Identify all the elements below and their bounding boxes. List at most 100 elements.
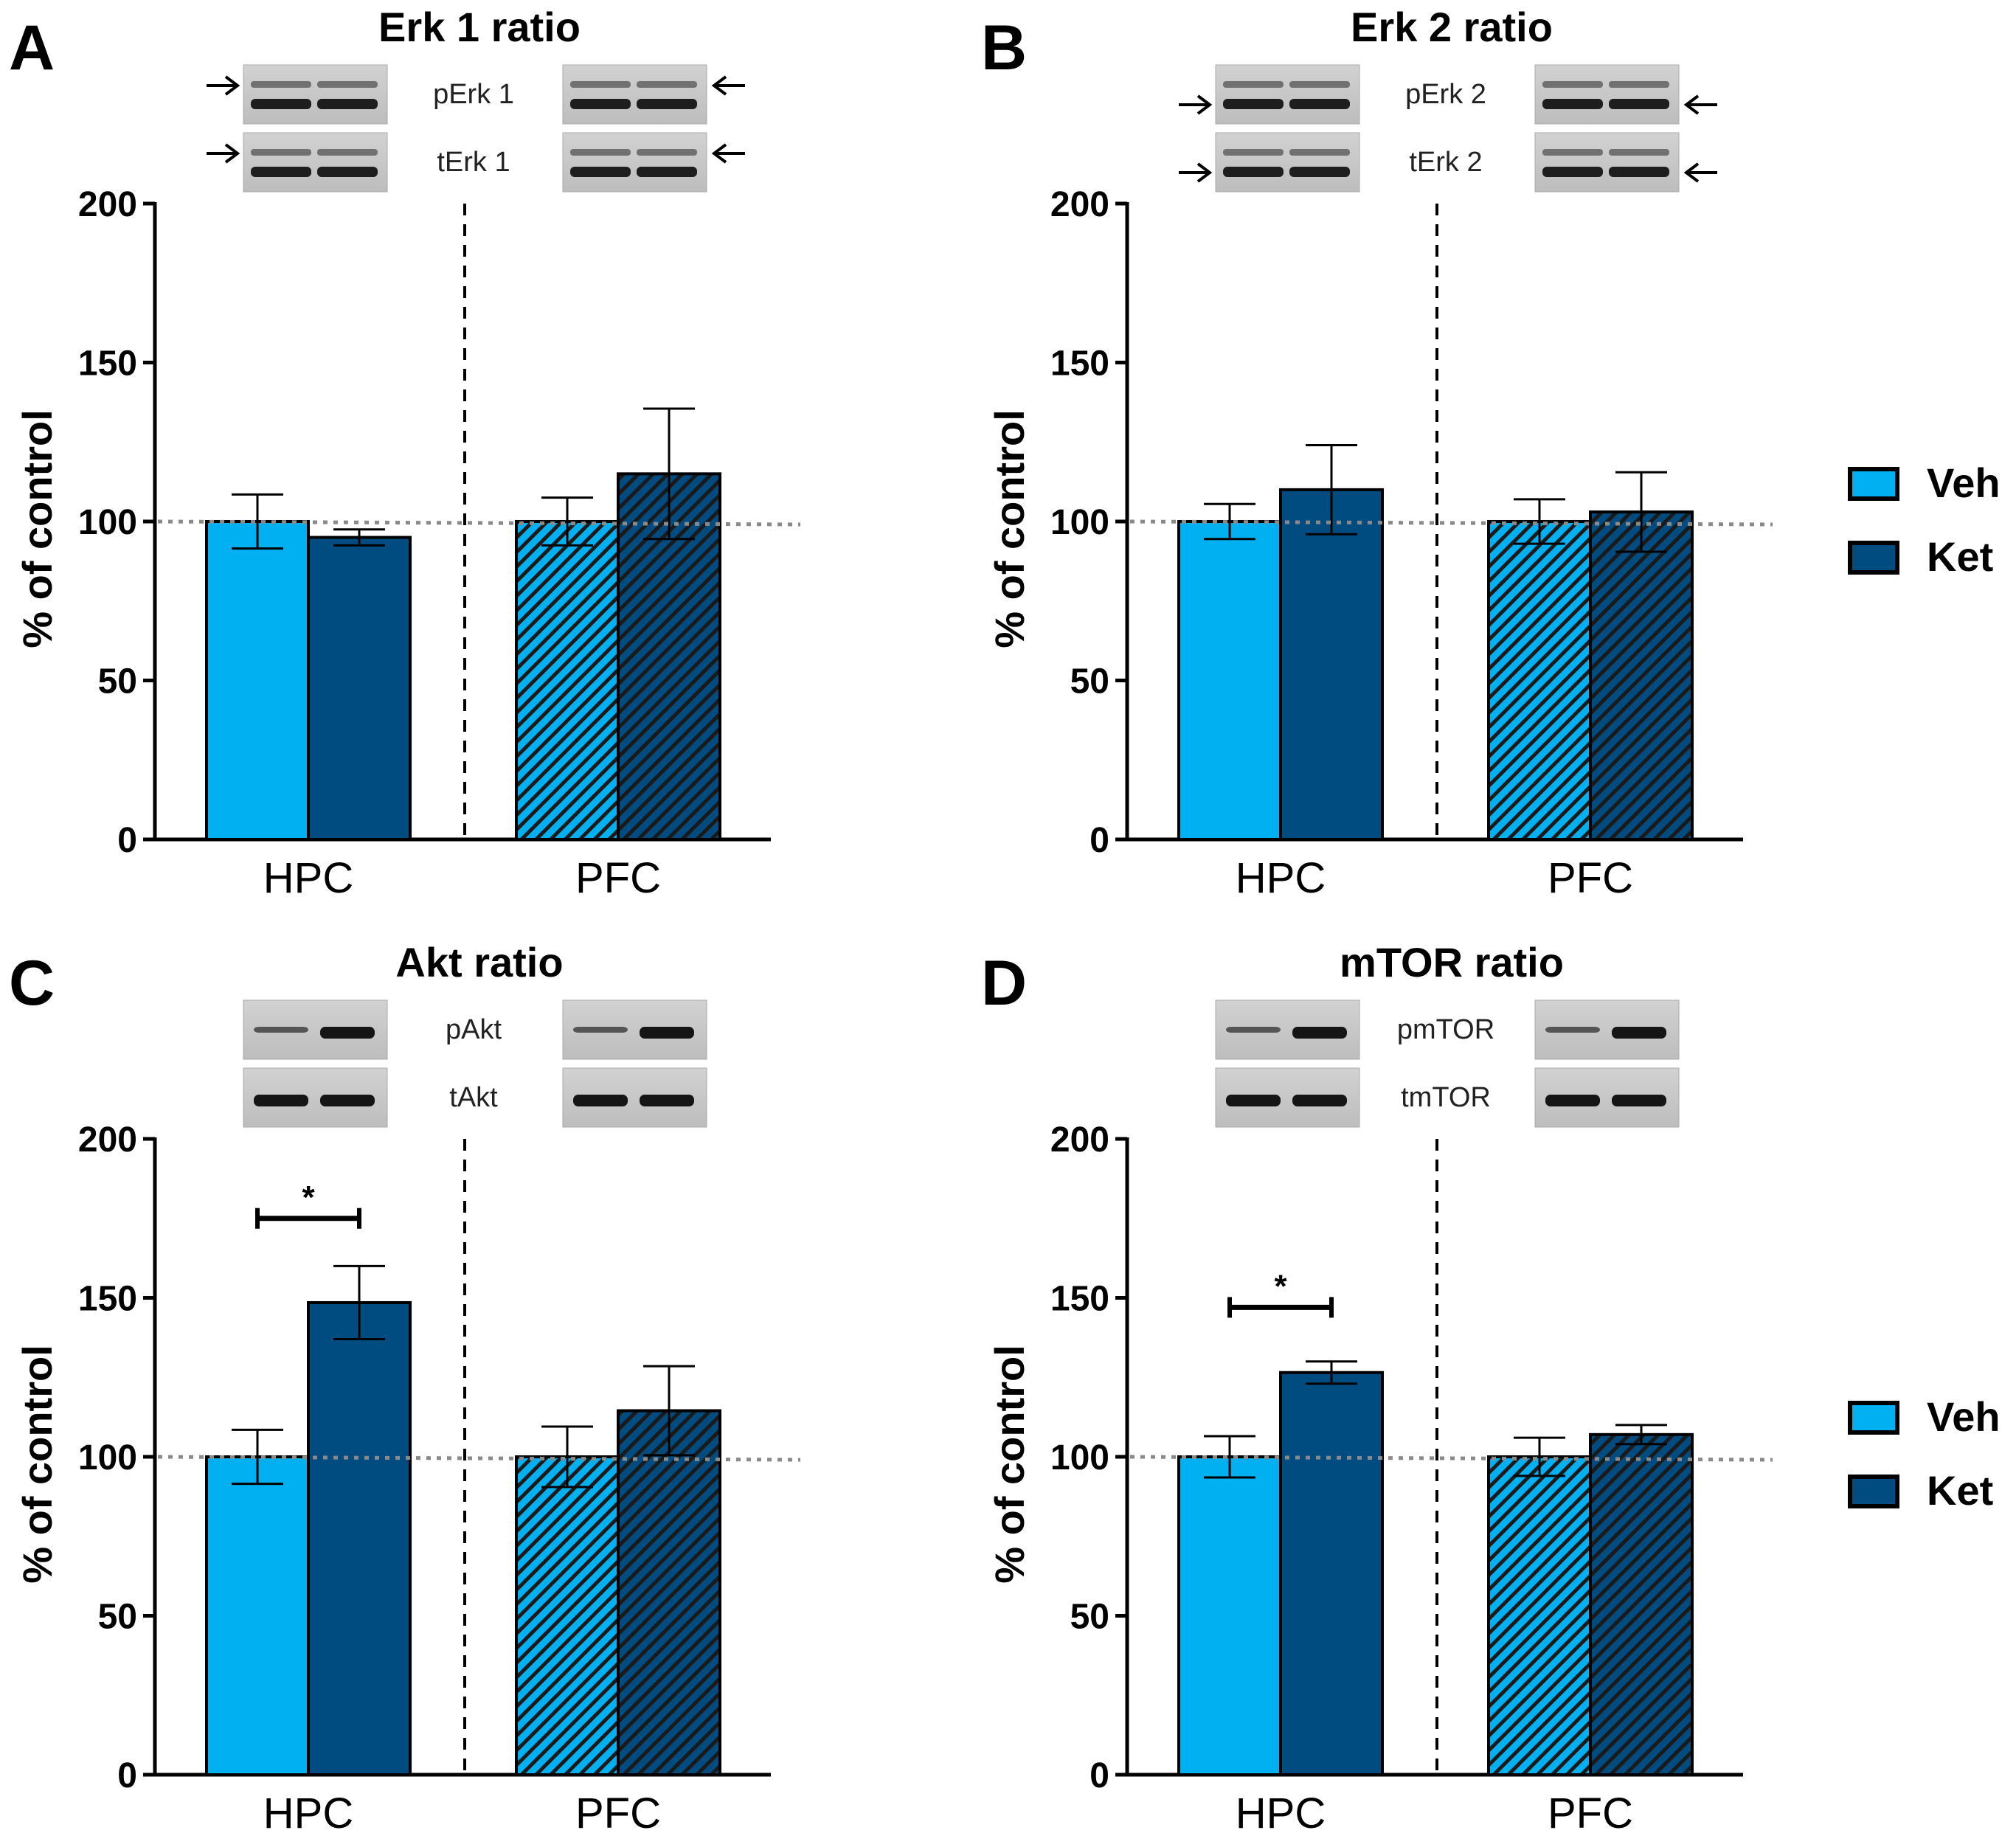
legend-label-ket: Ket: [1927, 533, 1993, 580]
panel-title: Erk 2 ratio: [1351, 4, 1553, 50]
panel-title: mTOR ratio: [1340, 939, 1564, 985]
blot-band-upper: [1289, 149, 1350, 156]
x-tick-label: PFC: [1548, 854, 1633, 902]
y-tick-label: 50: [1070, 662, 1109, 701]
bar-ket-hpc: [1279, 488, 1384, 842]
panel-b: B Erk 2 ratio pErk 2 tErk 2 0 50 100 150 200 % of…: [981, 4, 1773, 902]
legend-bottom: Veh Ket: [1848, 1393, 2001, 1514]
blot-band: [1226, 1027, 1281, 1033]
blot-strip: [562, 132, 707, 193]
blot-band-lower: [1609, 167, 1669, 177]
y-tick-label: 150: [1050, 344, 1109, 384]
reference-line: [1129, 1455, 1773, 1462]
blot-label: pErk 2: [1405, 79, 1486, 110]
y-tick-label: 50: [1070, 1598, 1109, 1637]
blot-strip: [243, 132, 388, 193]
blot-band-upper: [1609, 81, 1669, 88]
blot-band-lower: [317, 99, 378, 109]
panel-c: C Akt ratio pAkt tAkt 0 50 100 150 200 % of contr…: [9, 939, 801, 1833]
y-tick-label: 50: [98, 1598, 137, 1637]
blot-band-upper: [1542, 81, 1603, 88]
y-tick-label: 200: [1050, 185, 1109, 224]
arrow-right-icon: [1196, 94, 1213, 115]
bar-veh-hpc: [1177, 1455, 1282, 1776]
bar-veh-pfc: [1487, 1455, 1592, 1776]
blot-band-lower: [1223, 167, 1284, 177]
blot-band-lower: [251, 167, 311, 177]
blot-band: [573, 1027, 628, 1033]
bar-veh-pfc: [515, 1455, 620, 1776]
y-axis: 0 50 100 150 200 % of control: [986, 1120, 1129, 1795]
blot-strip: [562, 64, 707, 125]
blot-band-upper: [251, 149, 311, 156]
y-tick-label: 100: [78, 503, 137, 542]
legend-swatch-ket: [1848, 1475, 1899, 1508]
bars: [205, 1264, 721, 1776]
y-tick-label: 200: [78, 185, 137, 224]
blot-label: pAkt: [446, 1014, 502, 1045]
blot-band-lower: [637, 99, 697, 109]
blot-band: [640, 1095, 694, 1106]
blot-band: [320, 1027, 375, 1039]
blot-band-lower: [1542, 167, 1603, 177]
panel-letter: B: [981, 13, 1027, 83]
blot-strip: [1215, 132, 1360, 193]
y-axis-label: % of control: [986, 1345, 1033, 1584]
error-bar: [643, 1365, 695, 1457]
blot-band-lower: [1542, 99, 1603, 109]
blot-band: [320, 1095, 375, 1106]
error-bar: [541, 1425, 593, 1489]
blot-band-lower: [570, 99, 631, 109]
y-tick-label: 200: [78, 1120, 137, 1160]
y-tick-label: 0: [117, 821, 137, 860]
blot-images: pErk 2 tErk 2: [1179, 64, 1717, 193]
error-bar: [541, 496, 593, 547]
error-bar: [232, 493, 283, 550]
blot-band-lower: [251, 99, 311, 109]
error-bar: [1615, 471, 1667, 553]
blot-band-lower: [1289, 99, 1350, 109]
y-tick-label: 200: [1050, 1120, 1109, 1160]
arrow-right-icon: [224, 75, 240, 96]
error-bar: [1514, 1436, 1565, 1477]
panel-letter: A: [9, 13, 55, 83]
panel-letter: D: [981, 948, 1027, 1019]
error-bar: [643, 407, 695, 541]
bars: [1177, 1360, 1694, 1777]
blot-band-upper: [570, 149, 631, 156]
bar-veh-hpc: [1177, 520, 1282, 841]
reference-line: [157, 519, 801, 527]
significance-bracket: *: [1227, 1268, 1334, 1318]
y-tick-label: 50: [98, 662, 137, 701]
blot-band-upper: [570, 81, 631, 88]
blot-label: tErk 1: [437, 147, 510, 178]
error-bar: [1204, 1435, 1255, 1479]
blot-band: [1545, 1027, 1600, 1033]
blot-images: pmTOR tmTOR: [1215, 999, 1680, 1128]
blot-label: pErk 1: [433, 79, 514, 110]
legend-swatch-ket: [1848, 541, 1899, 575]
blot-images: pAkt tAkt: [243, 999, 707, 1128]
y-tick-label: 150: [78, 1280, 137, 1319]
bar-veh-pfc: [515, 520, 620, 841]
x-tick-label: HPC: [1236, 854, 1326, 902]
x-tick-label: HPC: [1236, 1789, 1326, 1833]
x-tick-label: HPC: [263, 1789, 353, 1833]
bar-ket-hpc: [1279, 1371, 1384, 1776]
panels: A Erk 1 ratio pErk 1 tErk 1 0 50 100 150 200 % of…: [9, 4, 1773, 1833]
blot-band: [640, 1027, 694, 1039]
reference-line: [157, 1455, 801, 1462]
blot-band-upper: [637, 81, 697, 88]
blot-band: [254, 1027, 308, 1033]
y-axis-label: % of control: [986, 409, 1033, 648]
bar-veh-hpc: [205, 1455, 310, 1776]
y-axis-label: % of control: [14, 1345, 60, 1584]
error-bar: [333, 528, 385, 547]
blot-band-lower: [317, 167, 378, 177]
blot-band-lower: [570, 167, 631, 177]
panel-letter: C: [9, 948, 55, 1019]
blot-strip: [1534, 132, 1680, 193]
bar-ket-hpc: [307, 1300, 412, 1776]
legend-label-veh: Veh: [1927, 460, 2001, 506]
blot-band: [254, 1095, 308, 1106]
